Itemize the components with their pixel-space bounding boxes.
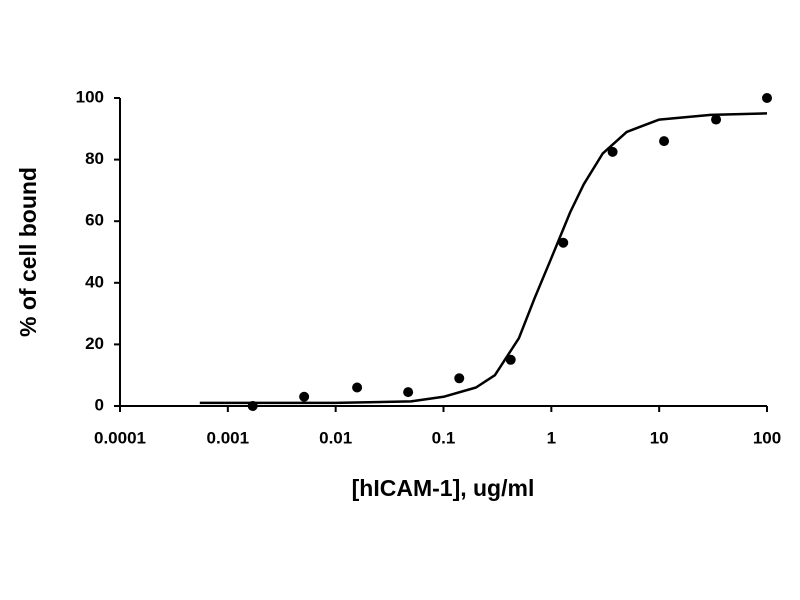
data-point: [403, 387, 414, 398]
y-tick-label: 100: [76, 87, 104, 106]
y-axis-title: % of cell bound: [15, 167, 41, 337]
data-point: [299, 391, 310, 402]
data-point: [762, 93, 772, 103]
data-point: [505, 354, 516, 365]
x-tick-label: 0.01: [319, 428, 352, 447]
x-tick-label: 1: [547, 428, 556, 447]
x-tick-label: 0.001: [207, 428, 250, 447]
data-point: [659, 136, 670, 147]
data-point: [607, 146, 618, 157]
data-point: [352, 382, 363, 393]
x-tick-label: 0.1: [432, 428, 456, 447]
y-tick-label: 0: [95, 395, 104, 414]
y-tick-label: 20: [85, 334, 104, 353]
y-tick-label: 60: [85, 211, 104, 230]
x-tick-label: 10: [650, 428, 669, 447]
data-point: [558, 237, 569, 248]
x-tick-label: 100: [753, 428, 781, 447]
y-tick-label: 40: [85, 272, 104, 291]
data-point: [454, 373, 465, 384]
x-axis-title: [hICAM-1], ug/ml: [352, 475, 535, 501]
y-tick-label: 80: [85, 149, 104, 168]
x-tick-label: 0.0001: [94, 428, 146, 447]
fit-curve: [199, 112, 768, 405]
data-point: [711, 114, 722, 125]
